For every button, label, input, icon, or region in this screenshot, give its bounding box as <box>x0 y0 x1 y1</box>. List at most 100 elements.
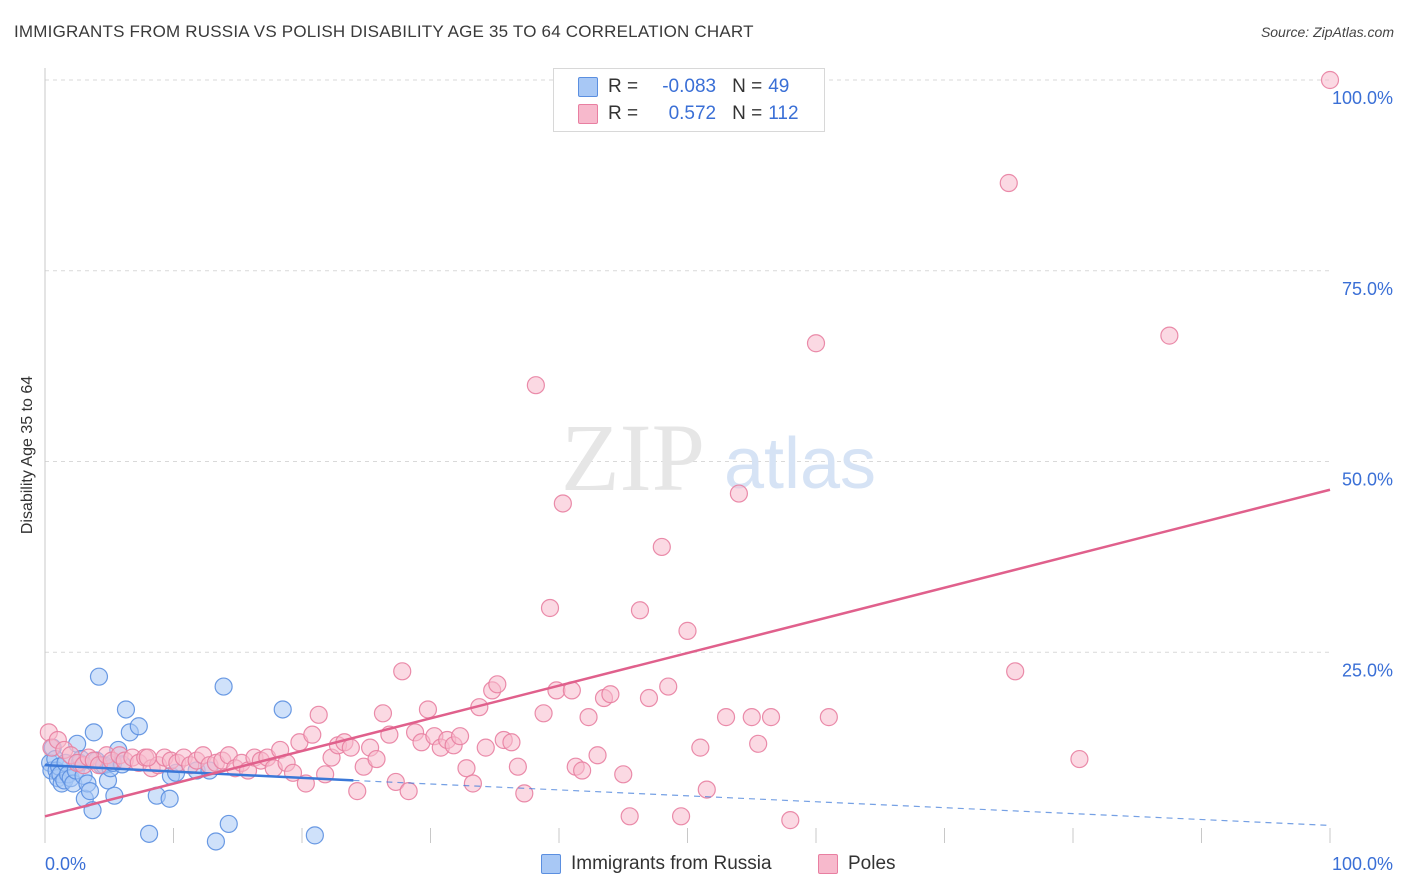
data-point-poles <box>373 704 393 723</box>
legend-swatch-blue <box>578 77 598 97</box>
legend-r-label: R = <box>608 103 639 124</box>
legend-n-label: N = <box>732 76 763 97</box>
bottom-legend-swatch-pink <box>818 854 838 874</box>
data-point-poles <box>630 601 650 620</box>
data-point-poles <box>761 708 781 727</box>
legend-r-label: R = <box>608 76 639 97</box>
source-label: Source: ZipAtlas.com <box>1260 24 1394 40</box>
data-point-russia <box>139 824 159 843</box>
watermark: ZIP atlas <box>561 404 876 511</box>
data-point-poles <box>309 705 328 724</box>
y-tick-label: 50.0% <box>1342 470 1393 490</box>
data-point-russia <box>105 786 124 805</box>
y-tick-label: 75.0% <box>1342 279 1393 299</box>
data-point-poles <box>450 727 470 746</box>
data-point-poles <box>729 484 749 503</box>
data-point-russia <box>116 700 136 719</box>
data-point-poles <box>399 782 418 801</box>
trend-lines <box>44 488 1331 827</box>
data-point-poles <box>678 621 697 640</box>
data-point-poles <box>515 784 534 803</box>
grid-lines <box>45 79 1330 653</box>
legend-row-russia: R = -0.083 N = 49 <box>578 76 804 98</box>
data-point-poles <box>749 734 768 753</box>
data-point-russia <box>219 814 238 834</box>
data-point-russia <box>273 700 292 719</box>
y-tick-label: 100.0% <box>1332 88 1393 108</box>
data-point-poles <box>341 738 360 757</box>
legend-n-value: 112 <box>768 103 799 124</box>
data-point-poles <box>697 780 716 799</box>
data-point-poles <box>508 757 527 776</box>
data-point-poles <box>418 700 438 719</box>
data-point-poles <box>393 662 412 681</box>
tick-labels: 25.0% 50.0% 75.0% 100.0% 0.0% 100.0% <box>45 88 1393 874</box>
data-point-poles <box>601 685 620 704</box>
data-point-poles <box>999 173 1018 193</box>
data-point-poles <box>1320 70 1340 90</box>
data-point-russia <box>84 723 103 742</box>
data-point-poles <box>742 708 761 727</box>
data-point-russia <box>206 832 226 851</box>
data-point-russia <box>160 789 179 808</box>
data-point-poles <box>457 759 476 778</box>
data-point-poles <box>1160 326 1179 345</box>
data-point-poles <box>488 675 507 694</box>
watermark-zip: ZIP <box>561 404 705 511</box>
data-point-poles <box>671 807 691 826</box>
data-point-poles <box>579 708 598 727</box>
data-point-poles <box>1070 749 1089 769</box>
data-point-poles <box>691 738 710 757</box>
axes <box>44 68 1331 843</box>
chart-title: IMMIGRANTS FROM RUSSIA VS POLISH DISABIL… <box>14 22 754 41</box>
data-point-poles <box>659 677 678 696</box>
data-point-russia <box>80 782 100 801</box>
data-point-poles <box>806 334 826 353</box>
x-tick-label: 100.0% <box>1332 854 1393 874</box>
data-point-poles <box>348 782 367 801</box>
data-point-poles <box>367 749 386 769</box>
x-tick-label: 0.0% <box>45 854 86 874</box>
data-point-poles <box>573 761 592 780</box>
data-point-poles <box>463 774 483 793</box>
data-point-poles <box>716 708 736 727</box>
bottom-legend-label-russia: Immigrants from Russia <box>571 853 772 874</box>
y-tick-label: 25.0% <box>1342 660 1393 680</box>
data-point-poles <box>1006 662 1025 681</box>
data-point-poles <box>534 704 553 723</box>
data-point-russia <box>129 717 148 736</box>
legend-swatch-pink <box>578 104 598 124</box>
legend-r-value: 0.572 <box>668 103 717 124</box>
stats-legend: R = -0.083 N = 49 R = 0.572 N = 112 <box>553 68 825 132</box>
data-point-russia <box>305 826 324 845</box>
data-point-poles <box>526 376 545 395</box>
data-point-poles <box>540 598 560 618</box>
data-point-poles <box>553 494 572 513</box>
legend-row-poles: R = 0.572 N = 112 <box>578 103 804 125</box>
bottom-legend-label-poles: Poles <box>848 853 896 874</box>
data-point-poles <box>138 748 157 767</box>
bottom-legend-russia: Immigrants from Russia <box>541 851 772 877</box>
bottom-legend-poles: Poles <box>818 851 896 877</box>
data-point-poles <box>652 537 671 557</box>
legend-r-value: -0.083 <box>662 76 717 97</box>
trend-line-poles <box>44 488 1331 818</box>
data-point-poles <box>502 733 521 752</box>
data-point-poles <box>476 738 495 757</box>
data-point-poles <box>303 725 322 744</box>
data-point-poles <box>588 746 607 765</box>
trend-line-russia-solid <box>44 763 354 782</box>
legend-n-value: 49 <box>768 76 790 97</box>
data-point-poles <box>781 811 800 830</box>
data-point-russia <box>89 667 109 686</box>
data-point-russia <box>214 677 233 696</box>
data-point-poles <box>620 807 639 826</box>
watermark-atlas: atlas <box>724 424 876 504</box>
series-poles <box>39 70 1340 830</box>
trend-line-russia-dashed <box>353 779 1331 827</box>
data-point-poles <box>639 688 659 708</box>
legend-n-label: N = <box>732 103 763 124</box>
data-point-poles <box>819 708 838 727</box>
data-point-poles <box>614 765 633 784</box>
